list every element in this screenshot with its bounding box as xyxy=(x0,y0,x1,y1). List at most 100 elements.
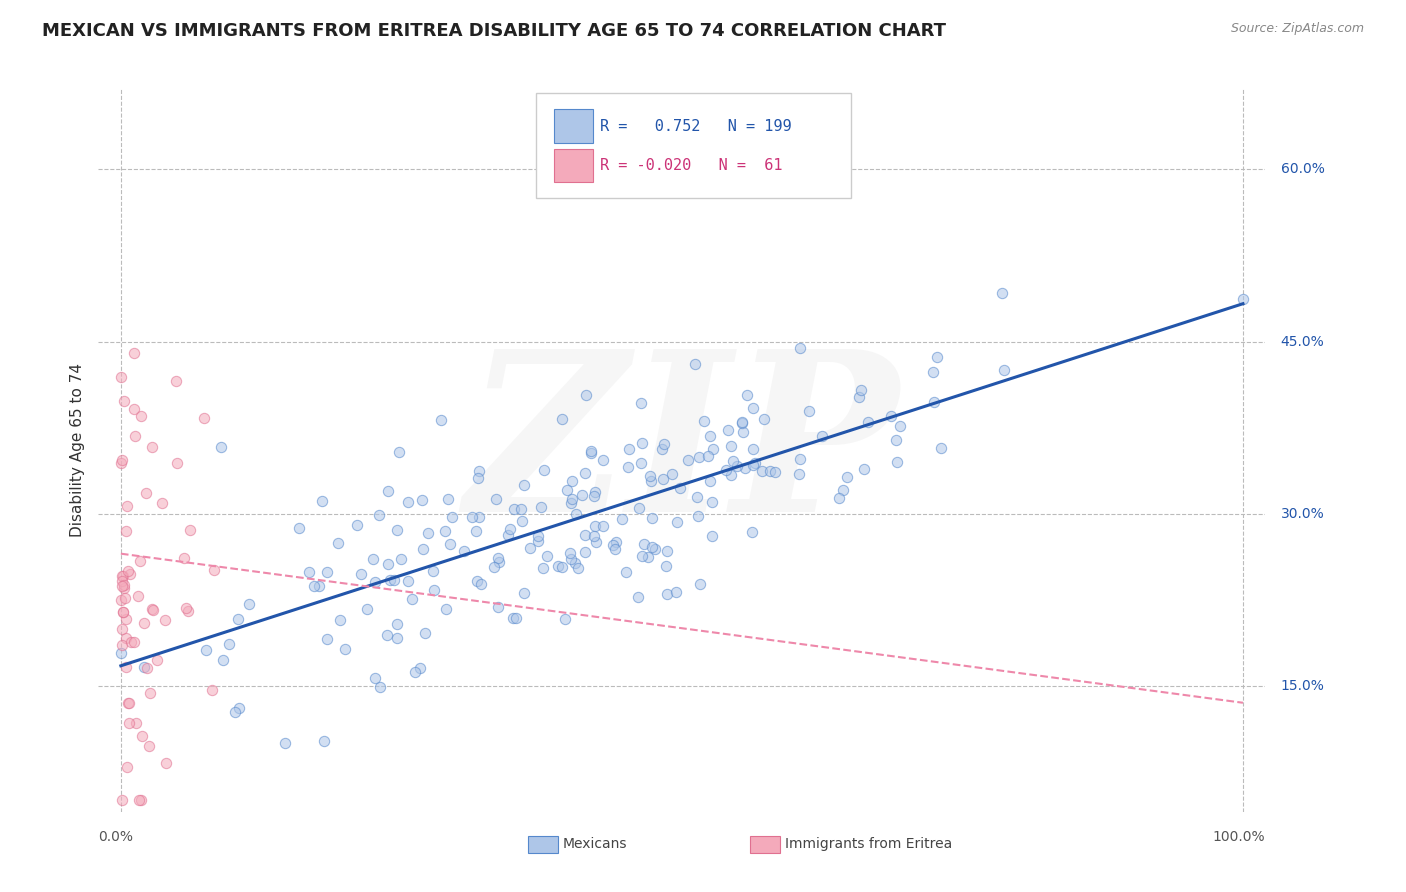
Point xyxy=(238,597,260,611)
Point xyxy=(115,760,138,774)
Point xyxy=(195,642,218,657)
Point xyxy=(560,552,582,566)
Point xyxy=(931,442,953,456)
Point xyxy=(139,685,162,699)
Point xyxy=(856,415,879,429)
Point xyxy=(592,453,614,467)
Point xyxy=(510,502,533,516)
Point xyxy=(114,591,136,605)
Point xyxy=(288,521,311,535)
Point xyxy=(311,494,333,508)
Point xyxy=(308,579,330,593)
Point xyxy=(1232,292,1254,306)
Point xyxy=(382,573,405,587)
Point xyxy=(202,563,225,577)
Point xyxy=(356,602,378,616)
Point xyxy=(114,660,136,674)
Point xyxy=(453,544,475,558)
Point xyxy=(111,793,134,807)
FancyBboxPatch shape xyxy=(749,836,780,853)
Point xyxy=(387,524,409,538)
Point xyxy=(554,612,576,626)
Point xyxy=(617,460,640,475)
Point xyxy=(551,412,574,426)
Point xyxy=(112,581,135,595)
Point xyxy=(135,485,157,500)
Point xyxy=(685,490,707,504)
Point xyxy=(131,409,153,423)
Point xyxy=(174,600,197,615)
Point xyxy=(461,509,484,524)
Text: Mexicans: Mexicans xyxy=(562,838,627,851)
Point xyxy=(605,542,627,557)
Point xyxy=(401,591,423,606)
Point xyxy=(368,680,391,694)
Point xyxy=(991,285,1014,300)
Point xyxy=(155,756,177,770)
Point xyxy=(742,442,765,457)
Point xyxy=(314,734,336,748)
Point xyxy=(484,491,506,506)
Text: 60.0%: 60.0% xyxy=(1281,162,1324,177)
Text: 45.0%: 45.0% xyxy=(1281,334,1324,349)
Point xyxy=(111,452,134,467)
Point xyxy=(112,578,135,592)
Point xyxy=(536,549,558,563)
Point xyxy=(558,546,581,560)
Point xyxy=(412,542,434,557)
Point xyxy=(464,524,486,538)
Point xyxy=(759,465,782,479)
Point xyxy=(789,341,811,355)
Point xyxy=(592,519,614,533)
Point xyxy=(115,631,138,645)
Point xyxy=(605,534,627,549)
Point xyxy=(533,463,555,477)
Point xyxy=(128,793,150,807)
Point xyxy=(686,509,709,524)
Point xyxy=(510,515,533,529)
Text: MEXICAN VS IMMIGRANTS FROM ERITREA DISABILITY AGE 65 TO 74 CORRELATION CHART: MEXICAN VS IMMIGRANTS FROM ERITREA DISAB… xyxy=(42,22,946,40)
Point xyxy=(927,351,949,365)
Point xyxy=(886,455,908,469)
Point xyxy=(131,793,153,807)
Point xyxy=(741,401,763,416)
Point xyxy=(316,632,339,646)
Point xyxy=(468,464,491,478)
Point xyxy=(832,483,855,498)
Point xyxy=(114,612,136,626)
Point xyxy=(567,561,589,575)
Point xyxy=(437,491,460,506)
Point xyxy=(388,445,411,459)
Point xyxy=(560,496,582,510)
Point xyxy=(828,491,851,505)
Point xyxy=(201,683,224,698)
Point xyxy=(177,604,200,618)
Point xyxy=(502,611,524,625)
Point xyxy=(117,696,139,710)
Point xyxy=(880,409,903,423)
Point xyxy=(654,558,676,573)
Point xyxy=(110,646,132,660)
Point xyxy=(652,437,675,451)
Point xyxy=(571,488,593,502)
Point xyxy=(583,519,606,533)
Point xyxy=(482,560,505,574)
Point xyxy=(326,535,349,549)
Text: R = -0.020   N =  61: R = -0.020 N = 61 xyxy=(600,158,783,173)
Point xyxy=(350,567,373,582)
Point xyxy=(702,442,724,456)
Point xyxy=(583,489,606,503)
Point xyxy=(735,388,758,402)
Point xyxy=(375,628,398,642)
Point xyxy=(364,671,387,685)
Point xyxy=(787,467,810,482)
Point xyxy=(135,661,157,675)
Point xyxy=(527,529,550,543)
Point xyxy=(733,425,755,439)
Point xyxy=(574,545,596,559)
Point xyxy=(585,484,607,499)
Point xyxy=(811,429,834,443)
Point xyxy=(122,634,145,648)
Point xyxy=(763,465,786,479)
Point xyxy=(141,602,163,616)
